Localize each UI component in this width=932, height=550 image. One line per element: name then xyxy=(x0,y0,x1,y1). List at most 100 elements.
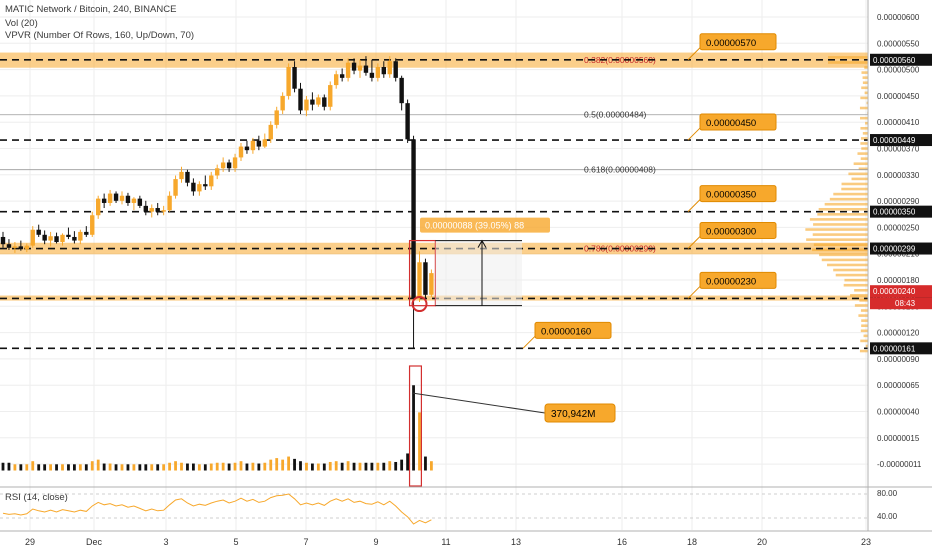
volume-bar xyxy=(180,462,183,471)
volume-bar xyxy=(203,464,207,471)
candle-body xyxy=(322,97,327,107)
volume-bar xyxy=(150,464,154,471)
volume-bar xyxy=(186,463,189,471)
vpvr-bar xyxy=(841,182,868,186)
x-tick-label: 16 xyxy=(617,537,627,547)
candle-body xyxy=(18,246,24,250)
candle-body xyxy=(238,146,244,158)
x-tick-label: 5 xyxy=(233,537,238,547)
price-axis-label: 0.00000410 xyxy=(877,118,920,127)
price-axis-label: 0.00000180 xyxy=(877,276,920,285)
level-callout-text: 0.00000230 xyxy=(706,276,756,287)
vpvr-bar xyxy=(864,91,868,95)
candle-body xyxy=(131,198,137,203)
current-price-tag xyxy=(870,285,932,298)
candle-body xyxy=(155,208,160,212)
volume-bar xyxy=(311,463,314,471)
volume-bar xyxy=(358,462,362,471)
vpvr-bar xyxy=(860,96,868,100)
volume-bar xyxy=(370,462,374,471)
candle-body xyxy=(250,140,256,151)
vpvr-bar xyxy=(824,202,868,206)
x-tick-label: 9 xyxy=(373,537,378,547)
chart-title: MATIC Network / Bitcoin, 240, BINANCE xyxy=(5,4,177,15)
axis-price-tag xyxy=(870,342,932,355)
price-axis-label: 0.00000370 xyxy=(877,145,920,154)
candle-body xyxy=(161,210,166,212)
vpvr-bar xyxy=(848,172,868,176)
volume-bar xyxy=(281,459,285,471)
price-axis-label: 0.00000065 xyxy=(877,381,920,390)
volume-bar xyxy=(197,464,201,471)
axis-price-tag xyxy=(870,205,932,218)
candle-body xyxy=(12,246,18,248)
rsi-indicator-label: RSI (14, close) xyxy=(5,492,68,503)
volume-bar xyxy=(245,463,249,471)
volume-bar xyxy=(174,461,177,471)
rsi-pane xyxy=(0,493,868,525)
vpvr-bar xyxy=(865,344,868,348)
candle-body xyxy=(191,182,196,192)
candle-body xyxy=(310,99,315,105)
volume-bar xyxy=(251,462,255,471)
candle-body xyxy=(387,61,392,75)
volume-profile xyxy=(805,56,868,358)
volume-bar xyxy=(340,462,344,471)
candle-body xyxy=(423,262,428,295)
level-callout-box xyxy=(699,113,777,131)
vpvr-bar xyxy=(864,66,868,69)
highlight-box-volume xyxy=(408,365,422,487)
fib-label: 0.5(0.00000484) xyxy=(584,110,647,120)
callout-pointer xyxy=(687,127,701,141)
candle-body xyxy=(280,95,285,111)
vpvr-bar xyxy=(860,339,868,343)
level-callout-box xyxy=(699,33,777,51)
candle-body xyxy=(48,236,53,241)
x-tick-label: 23 xyxy=(861,537,871,547)
axis-price-tag-text: 0.00000350 xyxy=(873,208,916,217)
fib-label: 0.382(0.00000560) xyxy=(584,55,656,65)
vpvr-bar xyxy=(859,106,868,110)
price-axis-label: 0.00000550 xyxy=(877,39,920,48)
candle-body xyxy=(411,139,416,299)
candle-body xyxy=(262,139,267,147)
volume-bar xyxy=(352,462,356,471)
x-tick-label: Dec xyxy=(86,537,103,547)
countdown-tag xyxy=(870,297,932,310)
candle-body xyxy=(179,171,184,180)
candle-body xyxy=(351,62,357,71)
vpvr-bar xyxy=(835,273,868,277)
volume-bar xyxy=(406,453,409,471)
candle-body xyxy=(197,184,202,192)
candle-body xyxy=(339,74,345,78)
volume-bar xyxy=(233,462,237,471)
measure-label-box xyxy=(420,217,550,233)
candle-body xyxy=(119,195,125,201)
vpvr-bar xyxy=(819,253,868,257)
candle-body xyxy=(405,103,410,140)
volume-callout-box xyxy=(544,403,616,423)
volume-bar xyxy=(61,464,64,471)
vpvr-bar xyxy=(828,56,868,59)
vpvr-bar xyxy=(833,192,868,196)
candle-body xyxy=(215,168,220,176)
volume-bar xyxy=(162,464,166,471)
x-tick-label: 3 xyxy=(163,537,168,547)
price-axis-label: 0.00000290 xyxy=(877,197,920,206)
vpvr-bar xyxy=(817,213,868,216)
vpvr-bar xyxy=(858,314,868,317)
candle-body xyxy=(36,229,41,235)
price-zones xyxy=(0,52,868,301)
x-tick-label: 29 xyxy=(25,537,35,547)
volume-bar xyxy=(269,459,273,471)
candle-body xyxy=(417,262,422,299)
vpvr-bar xyxy=(821,258,868,262)
candle-body xyxy=(78,231,83,241)
candle-body xyxy=(220,162,226,169)
candle-body xyxy=(149,208,154,212)
candle-body xyxy=(369,72,375,78)
x-tick-label: 20 xyxy=(757,537,767,547)
callout-pointer xyxy=(522,335,536,349)
candle-body xyxy=(66,234,71,237)
